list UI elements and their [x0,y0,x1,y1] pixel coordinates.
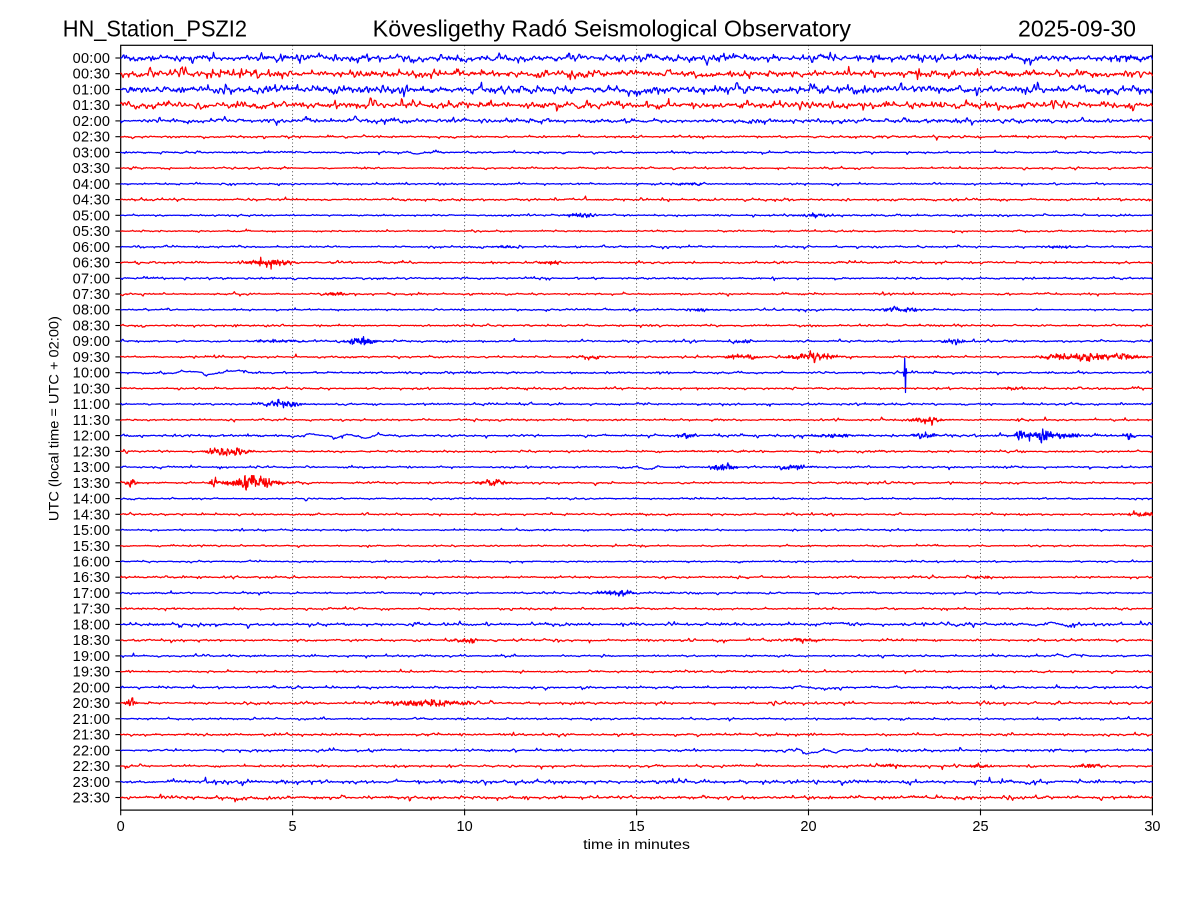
svg-text:14:30: 14:30 [73,507,110,523]
svg-text:07:00: 07:00 [73,271,110,287]
svg-text:13:00: 13:00 [73,460,110,476]
svg-text:10:00: 10:00 [73,366,110,382]
svg-text:10: 10 [457,819,473,835]
svg-text:09:00: 09:00 [73,334,110,350]
svg-text:19:30: 19:30 [73,665,110,681]
svg-text:06:30: 06:30 [73,256,110,272]
svg-text:20:30: 20:30 [73,696,110,712]
svg-text:25: 25 [972,819,988,835]
svg-text:22:30: 22:30 [73,759,110,775]
svg-text:UTC (local time = UTC + 02:00): UTC (local time = UTC + 02:00) [47,316,63,521]
svg-text:15:00: 15:00 [73,523,110,539]
svg-text:5: 5 [289,819,297,835]
svg-text:16:00: 16:00 [73,555,110,571]
svg-text:06:00: 06:00 [73,240,110,256]
svg-text:16:30: 16:30 [73,570,110,586]
svg-text:23:00: 23:00 [73,775,110,791]
svg-text:17:30: 17:30 [73,602,110,618]
svg-text:18:00: 18:00 [73,617,110,633]
svg-text:23:30: 23:30 [73,791,110,807]
svg-text:30: 30 [1144,819,1160,835]
svg-text:01:00: 01:00 [73,83,110,99]
svg-text:01:30: 01:30 [73,98,110,114]
svg-text:22:00: 22:00 [73,743,110,759]
svg-text:00:30: 00:30 [73,67,110,83]
svg-text:12:30: 12:30 [73,444,110,460]
svg-text:02:30: 02:30 [73,130,110,146]
svg-text:05:00: 05:00 [73,208,110,224]
svg-text:04:30: 04:30 [73,193,110,209]
svg-text:20: 20 [800,819,816,835]
svg-text:15: 15 [629,819,645,835]
svg-text:00:00: 00:00 [73,51,110,67]
svg-text:12:00: 12:00 [73,429,110,445]
svg-text:HN_Station_PSZI2: HN_Station_PSZI2 [63,16,247,42]
svg-text:03:00: 03:00 [73,145,110,161]
svg-text:02:00: 02:00 [73,114,110,130]
svg-text:21:00: 21:00 [73,712,110,728]
svg-text:0: 0 [117,819,125,835]
svg-text:18:30: 18:30 [73,633,110,649]
svg-text:13:30: 13:30 [73,476,110,492]
svg-text:19:00: 19:00 [73,649,110,665]
svg-text:11:00: 11:00 [73,397,110,413]
svg-text:time in minutes: time in minutes [583,837,690,853]
svg-text:05:30: 05:30 [73,224,110,240]
svg-text:20:00: 20:00 [73,680,110,696]
svg-text:15:30: 15:30 [73,539,110,555]
svg-text:04:00: 04:00 [73,177,110,193]
svg-text:08:00: 08:00 [73,303,110,319]
svg-text:Kövesligethy Radó Seismologica: Kövesligethy Radó Seismological Observat… [373,16,852,42]
svg-text:10:30: 10:30 [73,381,110,397]
svg-text:08:30: 08:30 [73,319,110,335]
svg-text:21:30: 21:30 [73,728,110,744]
svg-text:09:30: 09:30 [73,350,110,366]
svg-text:11:30: 11:30 [73,413,110,429]
svg-text:2025-09-30: 2025-09-30 [1018,16,1136,42]
svg-text:17:00: 17:00 [73,586,110,602]
svg-text:03:30: 03:30 [73,161,110,177]
svg-text:14:00: 14:00 [73,492,110,508]
svg-text:07:30: 07:30 [73,287,110,303]
